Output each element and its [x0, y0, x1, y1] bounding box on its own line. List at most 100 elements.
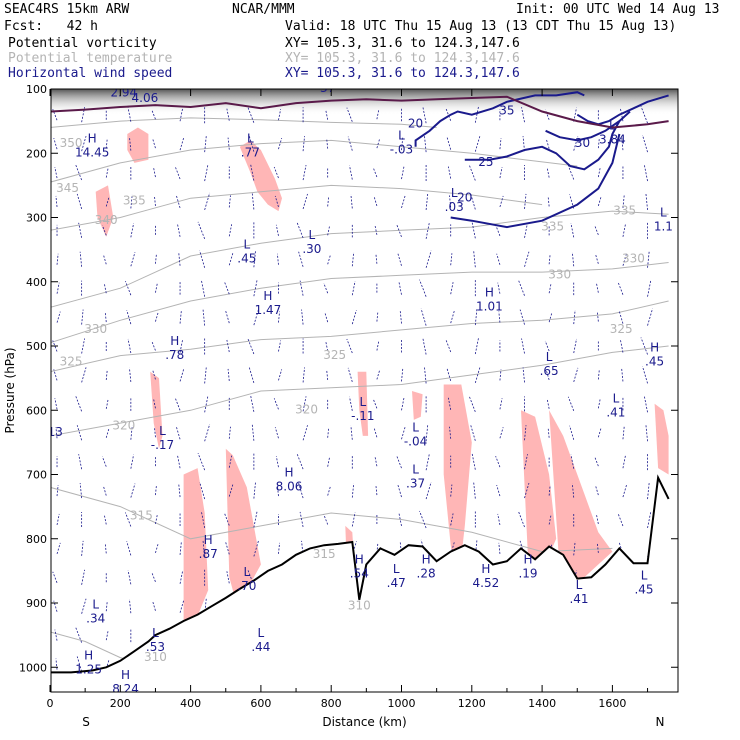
field-pv-xy: XY= 105.3, 31.6 to 124.3,147.6: [285, 36, 520, 51]
pv-fill-region: [225, 448, 261, 603]
wind-vector: [499, 195, 504, 208]
pv-extremum-type: L: [247, 131, 254, 145]
pv-fill-region: [412, 391, 423, 420]
pv-extremum-value: .03: [445, 200, 464, 214]
wind-vector: [202, 308, 206, 326]
pv-extremum-type: L: [309, 228, 316, 242]
wind-vector: [617, 281, 624, 295]
wind-vector: [425, 192, 429, 210]
wind-vector: [618, 310, 624, 324]
wind-vector: [55, 658, 58, 670]
wind-vector: [228, 426, 231, 439]
wind-vector: [200, 279, 206, 297]
wind-vector: [401, 194, 406, 209]
wind-vector: [544, 109, 550, 120]
wind-vector: [498, 311, 501, 323]
wind-vector: [298, 251, 304, 267]
wind-vector: [56, 282, 60, 294]
wind-vector: [595, 485, 599, 496]
wind-vector: [228, 224, 233, 237]
wind-vector: [622, 223, 626, 237]
wind-vector: [376, 370, 380, 380]
pv-extremum-type: L: [412, 462, 419, 476]
wind-vector: [197, 453, 206, 471]
wind-vector: [79, 483, 83, 499]
wind-vector: [647, 279, 652, 297]
wind-vector: [55, 195, 58, 207]
wind-vector: [227, 137, 230, 150]
wind-vector: [450, 310, 455, 324]
wind-vector: [518, 511, 525, 528]
pv-extremum-value: -.04: [404, 435, 427, 449]
wind-vector: [450, 282, 454, 295]
theta-label: 330: [84, 322, 107, 336]
wind-vector: [174, 397, 181, 411]
pv-extremum-value: 4.52: [473, 576, 500, 590]
wind-vector: [374, 225, 378, 235]
wind-vector: [327, 456, 331, 467]
wind-vector: [547, 196, 550, 207]
wind-vector: [278, 369, 283, 381]
pv-extremum-value: 1.25: [75, 663, 102, 677]
wind-vector: [327, 225, 331, 236]
theta-label: 310: [348, 598, 371, 612]
wind-vector: [129, 599, 132, 614]
pv-extremum-type: L: [243, 565, 250, 579]
pv-extremum-type: H: [263, 289, 272, 303]
wind-vector: [570, 223, 575, 238]
pv-extremum-type: H: [524, 552, 533, 566]
wind-vector: [155, 312, 159, 322]
wind-vector: [155, 514, 158, 525]
wind-vector: [179, 368, 185, 382]
wind-vector: [622, 455, 626, 469]
wind-vector: [375, 254, 378, 264]
wind-vector: [129, 136, 132, 151]
pv-extremum-type: L: [546, 350, 553, 364]
wind-vector: [179, 570, 184, 584]
wind-vector: [325, 109, 329, 120]
wind-vector: [497, 513, 501, 526]
y-tick-label: 500: [26, 340, 47, 353]
theta-label: 330: [622, 251, 645, 265]
wind-vector: [179, 541, 182, 555]
wind-vector: [155, 543, 159, 554]
wind-vector: [151, 110, 156, 120]
pv-extremum-value: 1.1: [654, 219, 673, 233]
wind-vector: [544, 340, 550, 352]
wind-vector: [299, 511, 304, 528]
wind-vector: [152, 138, 156, 149]
y-tick-label: 900: [26, 597, 47, 610]
wind-vector: [570, 454, 575, 469]
wind-vector: [522, 136, 525, 152]
wind-vector: [104, 312, 107, 323]
wind-vector: [642, 366, 648, 384]
wind-vector: [622, 483, 628, 498]
pv-extremum-type: L: [613, 392, 620, 406]
wind-vector: [597, 196, 602, 207]
wind-vector: [567, 165, 575, 180]
wind-vector: [228, 195, 231, 208]
wind-speed-contour: [450, 133, 621, 229]
wind-vector: [425, 250, 432, 268]
wind-vector: [573, 367, 579, 383]
x-tick-label: 200: [110, 697, 131, 710]
wind-vector: [323, 283, 329, 294]
wind-vector: [130, 194, 133, 209]
wind-vector: [78, 222, 83, 238]
theta-contour: [51, 184, 543, 231]
wind-vector: [52, 340, 58, 352]
theta-label: 315: [313, 547, 336, 561]
wind-vector: [105, 167, 109, 178]
wind-vector: [398, 512, 402, 527]
wind-vector: [471, 222, 476, 239]
wind-vector: [373, 399, 378, 409]
wind-vector: [445, 108, 452, 121]
pv-extremum-type: H: [88, 131, 97, 145]
wind-vector: [204, 395, 209, 413]
wind-vector: [274, 427, 279, 439]
wind-vector: [204, 192, 211, 211]
wind-vector: [375, 486, 378, 496]
wind-vector: [424, 366, 427, 384]
wind-vector: [522, 367, 525, 383]
wind-vector: [569, 425, 575, 440]
